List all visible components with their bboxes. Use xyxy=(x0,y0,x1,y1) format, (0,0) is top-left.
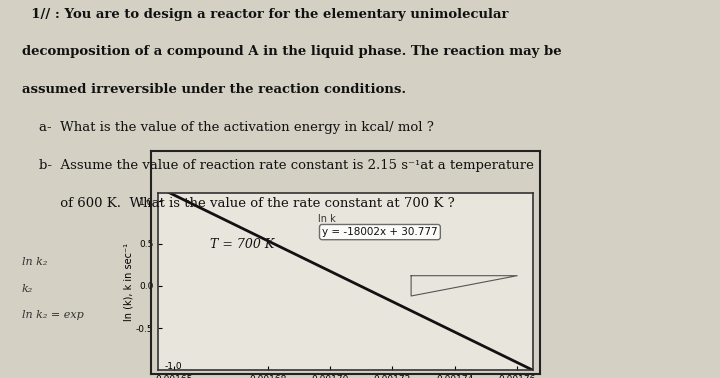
Text: decomposition of a compound A in the liquid phase. The reaction may be: decomposition of a compound A in the liq… xyxy=(22,45,561,58)
Text: of 600 K.  What is the value of the rate constant at 700 K ?: of 600 K. What is the value of the rate … xyxy=(22,197,454,209)
Text: T = 700 K: T = 700 K xyxy=(22,238,274,251)
Text: assumed irreversible under the reaction conditions.: assumed irreversible under the reaction … xyxy=(22,83,406,96)
Y-axis label: ln (k), k in sec⁻¹: ln (k), k in sec⁻¹ xyxy=(123,243,133,321)
Text: ln k: ln k xyxy=(318,214,336,223)
Text: a-  What is the value of the activation energy in kcal/ mol ?: a- What is the value of the activation e… xyxy=(22,121,433,134)
Text: k₂: k₂ xyxy=(22,284,33,293)
Text: 1// : You are to design a reactor for the elementary unimolecular: 1// : You are to design a reactor for th… xyxy=(22,8,508,20)
Text: b-  Assume the value of reaction rate constant is 2.15 s⁻¹at a temperature: b- Assume the value of reaction rate con… xyxy=(22,159,534,172)
Text: -1.0: -1.0 xyxy=(165,362,182,371)
Text: ln k₂: ln k₂ xyxy=(22,257,47,267)
Text: ln k₂ = exp: ln k₂ = exp xyxy=(22,310,84,320)
Text: y = -18002x + 30.777: y = -18002x + 30.777 xyxy=(322,227,438,237)
